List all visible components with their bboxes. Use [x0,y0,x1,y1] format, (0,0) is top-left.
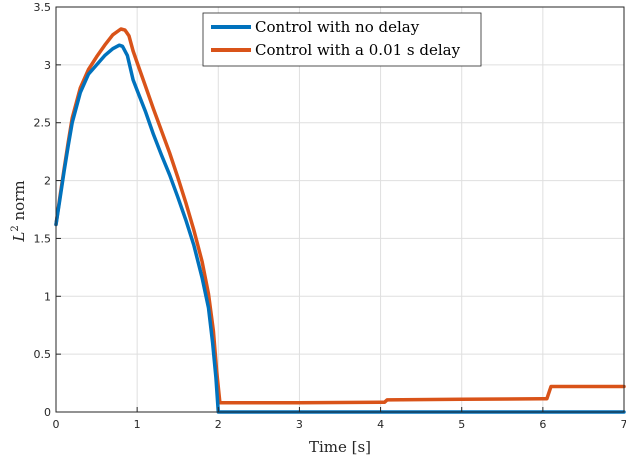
x-tick-label: 1 [134,418,141,431]
x-tick-label: 0 [53,418,60,431]
tick-labels: 0 1 2 3 4 5 6 7 0 0.5 1 1.5 2 2.5 3 3.5 [34,1,626,431]
y-tick-label: 3 [44,59,51,72]
legend: Control with no delay Control with a 0.0… [202,12,482,67]
series-line-2 [54,27,626,405]
legend-label-delay: Control with a 0.01 s delay [255,41,461,59]
y-tick-label: 3.5 [34,1,52,14]
x-tick-label: 5 [458,418,465,431]
x-tick-label: 2 [215,418,222,431]
y-tick-label: 2.5 [34,117,52,130]
x-tick-label: 7 [621,418,626,431]
legend-label-no-delay: Control with no delay [255,18,420,36]
axis-ticks [55,6,625,413]
series-line-1 [54,43,626,414]
x-axis-label: Time [s] [309,438,371,456]
x-tick-label: 3 [296,418,303,431]
y-tick-label: 1 [44,290,51,303]
y-tick-label: 1.5 [34,232,52,245]
legend-box [202,12,482,67]
plot-area [56,7,624,412]
y-tick-label: 2 [44,175,51,188]
plot-frame [55,6,625,413]
x-tick-label: 6 [539,418,546,431]
y-tick-label: 0 [44,406,51,419]
y-tick-label: 0.5 [34,348,52,361]
grid-lines [55,6,625,413]
series-layer [54,27,626,414]
y-axis-label: L2 norm [10,180,28,242]
x-tick-label: 4 [377,418,384,431]
